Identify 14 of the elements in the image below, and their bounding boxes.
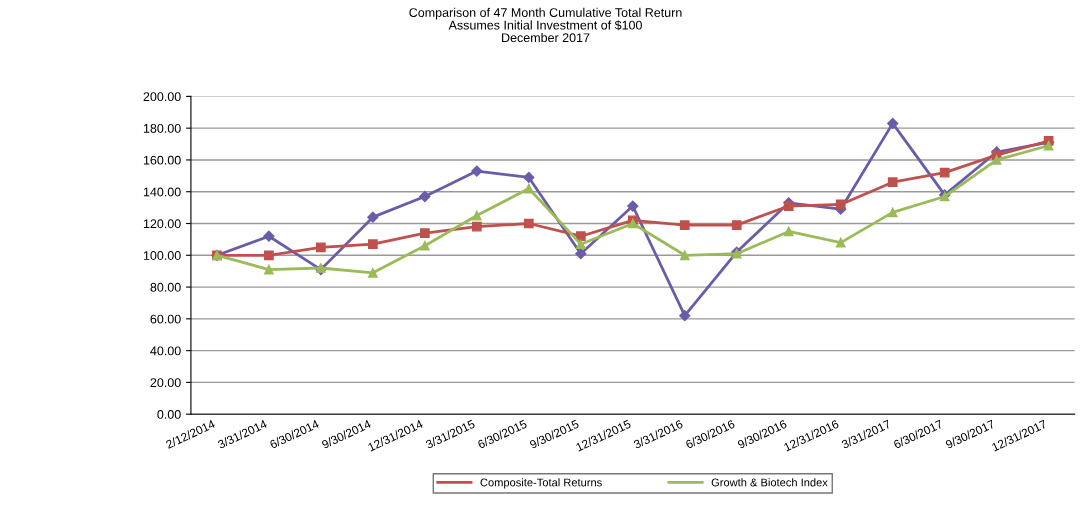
y-tick-label: 40.00 (150, 346, 181, 356)
y-tick-label: 20.00 (150, 378, 181, 388)
y-tick-label: 160.00 (143, 155, 181, 165)
y-tick-label: 120.00 (143, 219, 181, 229)
y-tick-label: 60.00 (150, 314, 181, 324)
legend-label: Composite-Total Returns (480, 478, 602, 489)
chart-title: Comparison of 47 Month Cumulative Total Return Assumes Initial Investment of $100 December 2017 (409, 7, 682, 43)
y-tick-label: 100.00 (143, 251, 181, 260)
y-tick-label: 0.00 (157, 410, 181, 419)
y-tick-label: 140.00 (143, 187, 181, 197)
y-tick-label: 200.00 (143, 92, 181, 102)
legend-label: Growth & Biotech Index (711, 478, 828, 487)
y-tick-label: 80.00 (150, 282, 181, 292)
y-tick-label: 180.00 (143, 123, 181, 133)
